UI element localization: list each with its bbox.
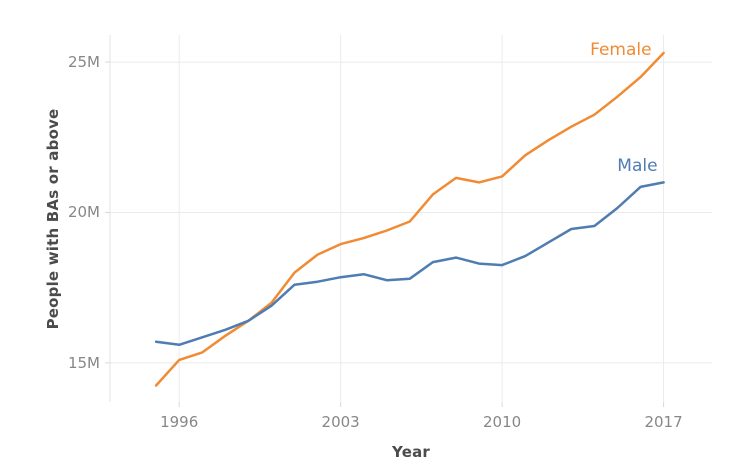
x-tick-label: 2010 — [483, 413, 522, 431]
x-tick-label: 2017 — [644, 413, 683, 431]
male-series-label: Male — [617, 156, 658, 177]
female-series-label: Female — [590, 40, 652, 61]
x-tick-label: 2003 — [321, 413, 360, 431]
x-axis-title: Year — [392, 443, 430, 461]
y-tick-label: 20M — [67, 203, 100, 222]
male-line — [154, 181, 665, 347]
y-tick-label: 25M — [67, 53, 100, 72]
y-axis-title: People with BAs or above — [44, 108, 62, 329]
x-tick-label: 1996 — [160, 413, 199, 431]
y-tick-label: 15M — [67, 353, 100, 372]
female-line — [154, 51, 665, 387]
